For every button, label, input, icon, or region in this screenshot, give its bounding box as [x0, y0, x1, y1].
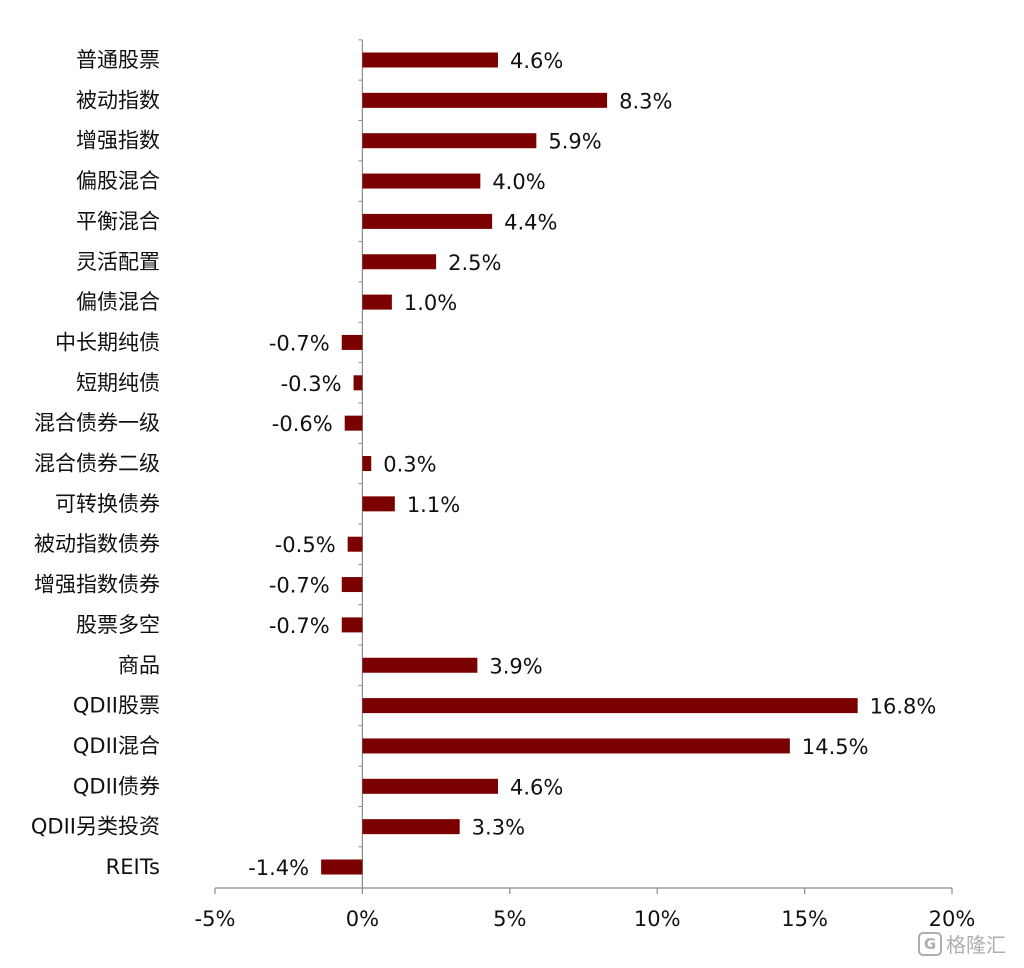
- data-label: 0.3%: [383, 453, 436, 477]
- category-label: 中长期纯债: [55, 330, 160, 354]
- bar: [347, 536, 363, 552]
- bar: [362, 657, 478, 673]
- category-label: 股票多空: [76, 613, 160, 637]
- category-label: 可转换债券: [55, 492, 160, 516]
- bar: [362, 456, 372, 471]
- x-tick-label: 20%: [929, 907, 976, 931]
- bar: [362, 294, 392, 310]
- category-label: QDII另类投资: [31, 815, 160, 839]
- x-tick-label: 10%: [634, 907, 681, 931]
- bar: [362, 213, 493, 229]
- category-label: 偏债混合: [76, 290, 160, 314]
- bar: [362, 738, 790, 754]
- watermark-logo-icon: G: [918, 931, 942, 956]
- watermark-text: 格隆汇: [946, 933, 1006, 957]
- data-label: 4.0%: [492, 170, 545, 194]
- data-label: 8.3%: [619, 89, 672, 113]
- data-label: -0.3%: [281, 372, 342, 396]
- data-label: -0.7%: [269, 574, 330, 598]
- data-label: 4.4%: [504, 210, 557, 234]
- category-label: 增强指数债券: [34, 573, 160, 597]
- chart-labels: -5% 0% 5% 10% 15% 20% 普通股票 4.6% 被动指数 8.3% 增强指数 5.9%…: [31, 48, 975, 931]
- data-label: -0.6%: [272, 412, 333, 436]
- bar: [341, 577, 363, 593]
- data-label: 4.6%: [510, 775, 563, 799]
- x-tick-label: 15%: [781, 907, 828, 931]
- bar: [362, 698, 858, 714]
- data-label: 3.9%: [489, 654, 542, 678]
- category-label: 混合债券二级: [34, 452, 160, 476]
- category-label: 商品: [118, 653, 160, 677]
- category-label: 平衡混合: [76, 209, 160, 233]
- bar: [362, 133, 537, 149]
- data-label: -0.5%: [275, 533, 336, 557]
- category-label: 短期纯债: [76, 371, 160, 395]
- data-label: 1.1%: [407, 493, 460, 517]
- bar: [341, 617, 363, 633]
- data-label: 1.0%: [404, 291, 457, 315]
- x-tick-label: 0%: [346, 907, 379, 931]
- bar: [321, 859, 363, 875]
- bar: [362, 819, 460, 835]
- category-label: 偏股混合: [76, 169, 160, 193]
- data-label: -1.4%: [248, 856, 309, 880]
- x-tick-label: -5%: [195, 907, 236, 931]
- bar: [341, 334, 363, 350]
- data-label: 2.5%: [448, 251, 501, 275]
- chart-bars: [321, 52, 858, 875]
- data-label: 16.8%: [870, 695, 937, 719]
- category-label: 被动指数: [76, 88, 160, 112]
- category-label: 普通股票: [76, 48, 160, 72]
- data-label: 3.3%: [472, 816, 525, 840]
- bar: [362, 254, 437, 270]
- category-label: QDII股票: [73, 694, 160, 718]
- bar: [362, 173, 481, 189]
- chart-axes: [214, 39, 953, 894]
- bar: [362, 52, 499, 68]
- data-label: 5.9%: [548, 130, 601, 154]
- category-label: 灵活配置: [76, 250, 160, 274]
- data-label: -0.7%: [269, 331, 330, 355]
- data-label: -0.7%: [269, 614, 330, 638]
- category-label: 增强指数: [76, 129, 160, 153]
- category-label: QDII债券: [73, 774, 160, 798]
- watermark: G 格隆汇: [918, 929, 1006, 958]
- category-label: REITs: [106, 855, 160, 879]
- bar: [362, 778, 499, 794]
- bar: [353, 375, 363, 391]
- data-label: 14.5%: [802, 735, 869, 759]
- category-label: QDII混合: [73, 734, 160, 758]
- bar: [362, 496, 395, 512]
- category-label: 混合债券一级: [34, 411, 160, 435]
- bar: [344, 415, 363, 431]
- data-label: 4.6%: [510, 49, 563, 73]
- bar: [362, 92, 608, 108]
- x-tick-label: 5%: [493, 907, 526, 931]
- category-label: 被动指数债券: [34, 532, 160, 556]
